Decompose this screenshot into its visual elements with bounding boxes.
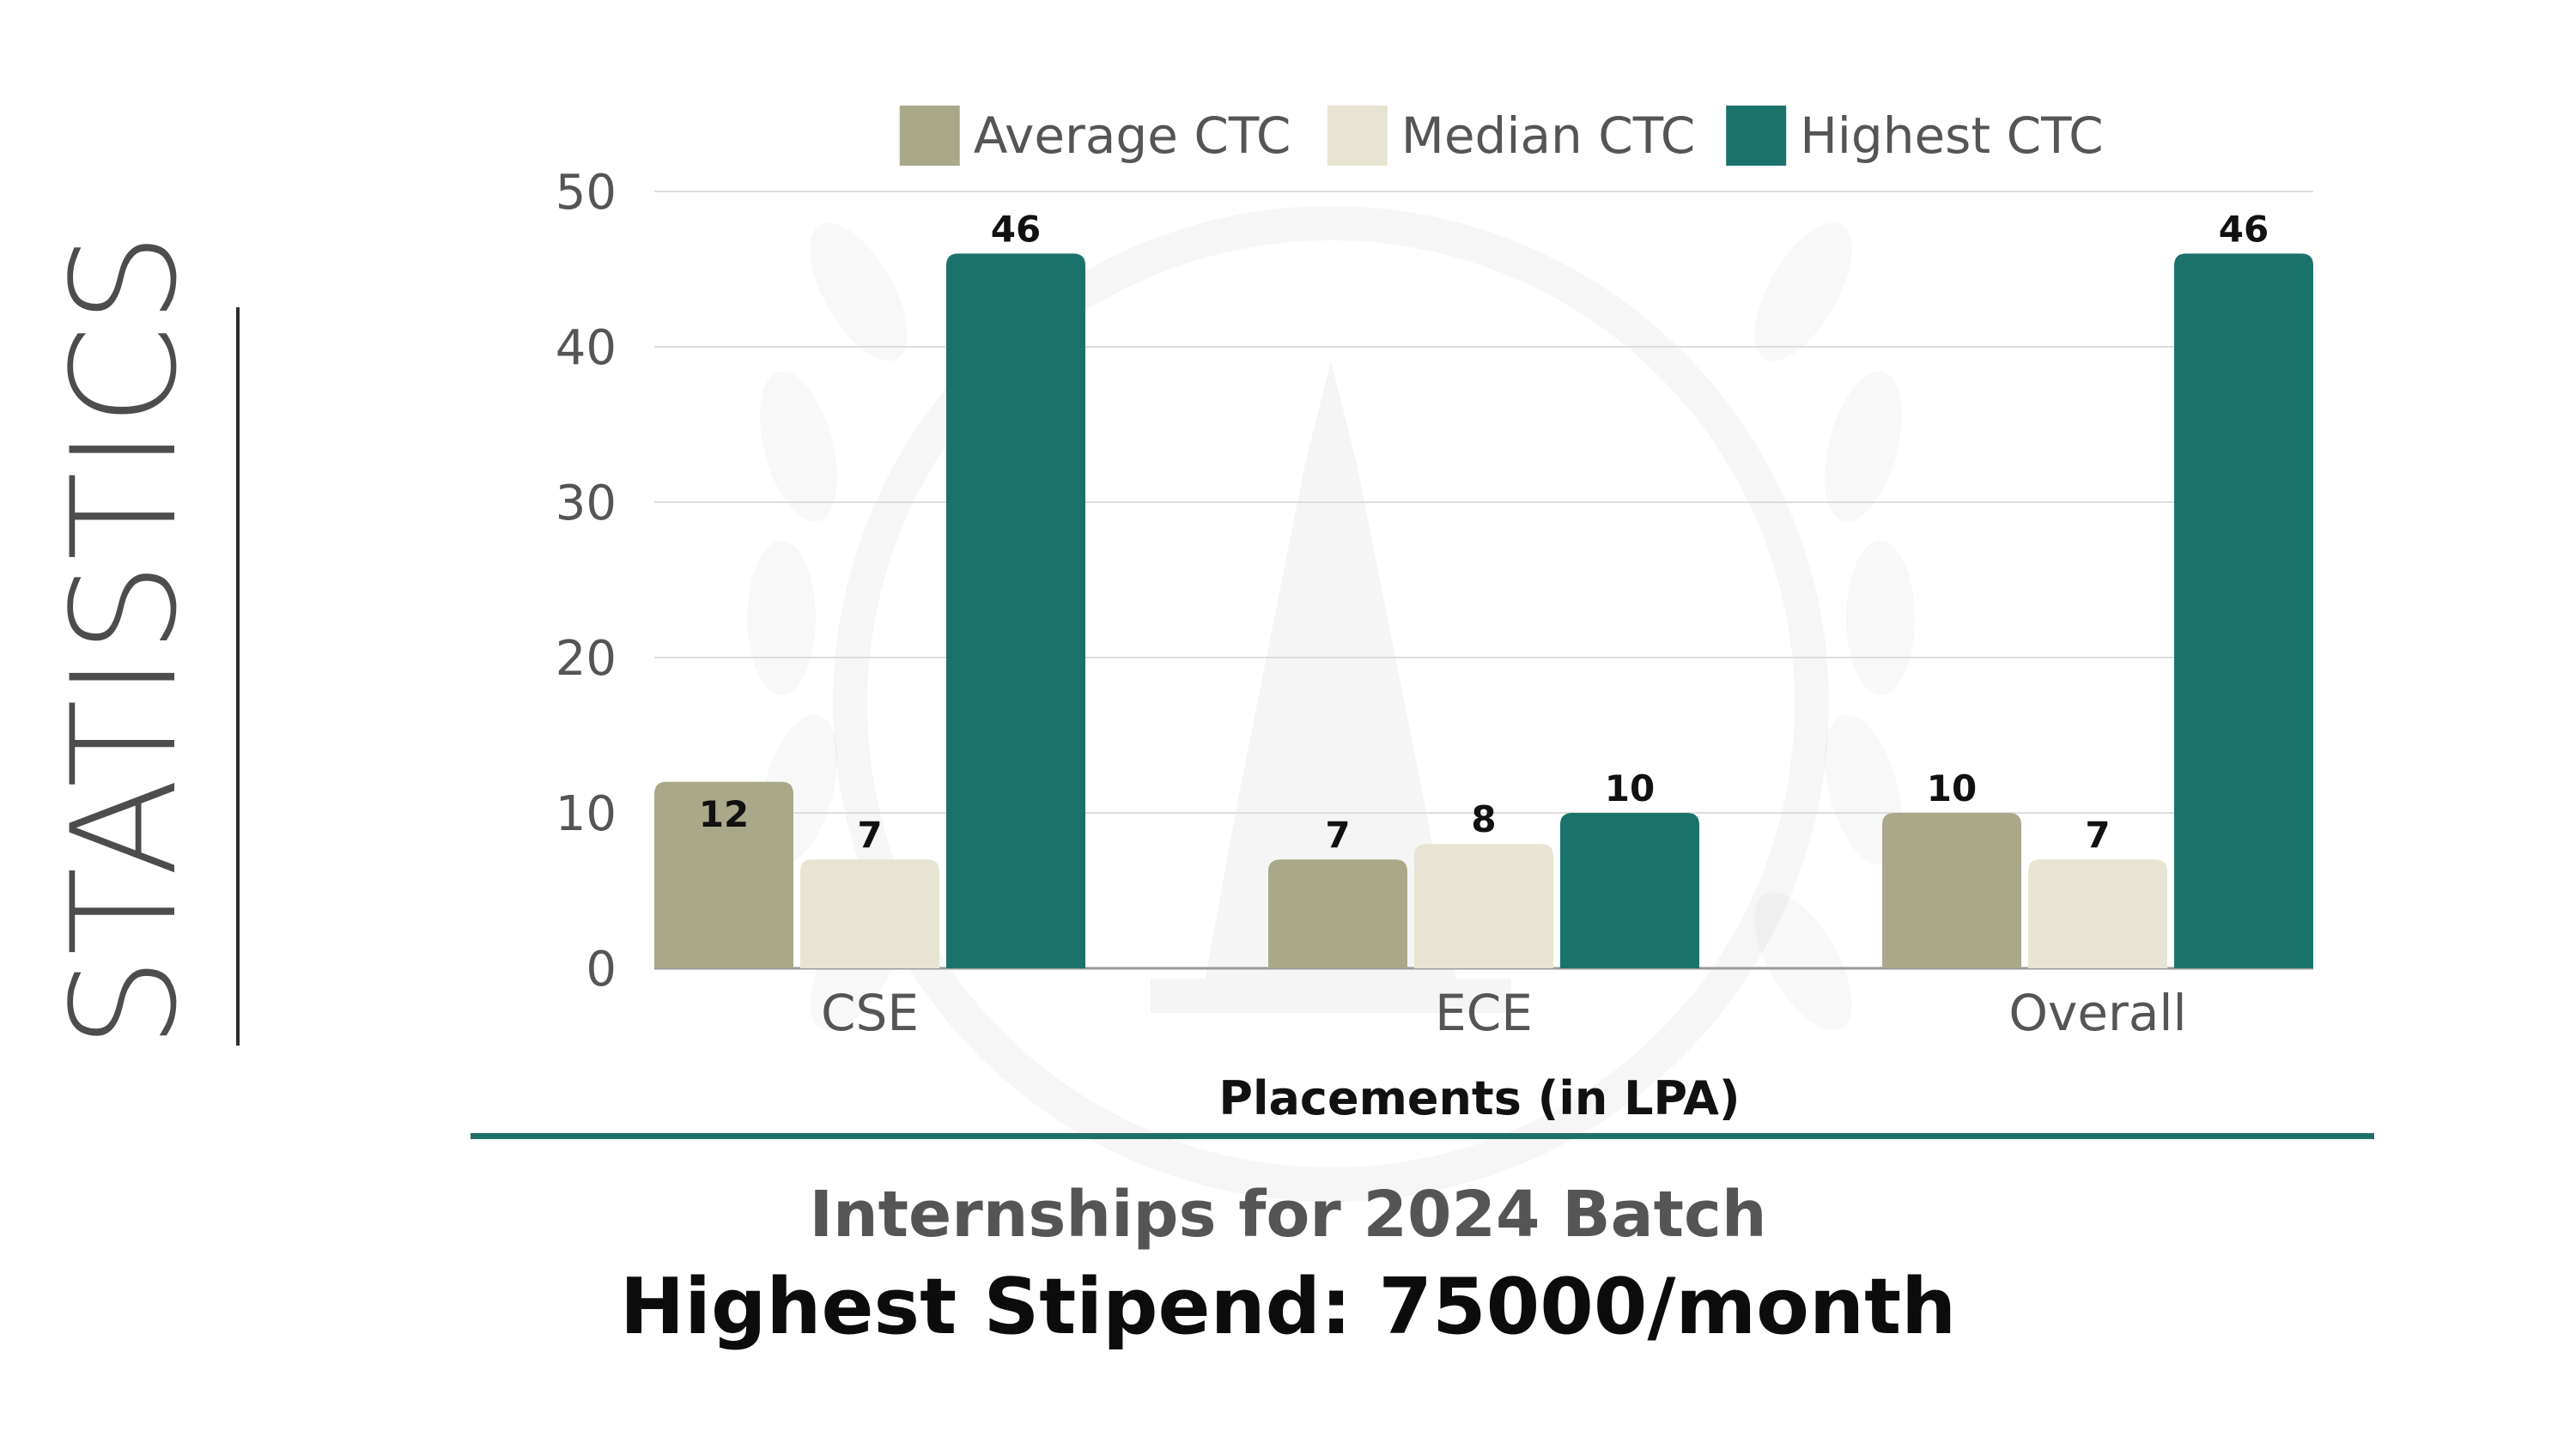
data-label: 8 — [1471, 798, 1496, 840]
legend-swatch — [899, 106, 960, 166]
data-label: 46 — [2219, 208, 2269, 250]
data-label: 7 — [857, 814, 882, 856]
x-tick-label: Overall — [2008, 984, 2186, 1042]
x-tick-label: ECE — [1435, 984, 1533, 1042]
data-label: 7 — [2085, 814, 2110, 856]
y-tick-label: 0 — [586, 942, 617, 997]
bar — [946, 253, 1085, 968]
bar — [1882, 813, 2021, 968]
bar — [800, 859, 939, 968]
y-tick-label: 30 — [556, 476, 617, 531]
data-label: 7 — [1325, 814, 1350, 856]
bar — [1414, 844, 1553, 968]
legend-swatch — [1726, 106, 1787, 166]
legend-label: Highest CTC — [1800, 106, 2103, 165]
side-rule — [236, 307, 240, 1046]
data-label: 10 — [1605, 767, 1655, 809]
legend-swatch — [1327, 106, 1388, 166]
section-divider — [471, 1133, 2374, 1139]
x-tick-label: CSE — [821, 984, 919, 1042]
bar — [654, 781, 793, 968]
legend-label: Average CTC — [974, 106, 1291, 165]
x-axis-title: Placements (in LPA) — [1218, 1071, 1740, 1125]
highest-stipend: Highest Stipend: 75000/month — [619, 1262, 1957, 1352]
data-label: 12 — [699, 793, 749, 835]
y-tick-label: 40 — [556, 320, 617, 376]
bar — [1560, 813, 1699, 968]
y-tick-label: 10 — [556, 786, 617, 842]
legend-label: Median CTC — [1401, 106, 1695, 165]
bar — [2174, 253, 2313, 968]
y-tick-label: 50 — [556, 165, 617, 221]
placements-chart: 0 10 20 30 40 50 12 7 46 CSE 7 8 10 ECE 10 7 46 Overall Pl… — [556, 106, 2313, 1125]
data-label: 46 — [991, 208, 1041, 250]
data-label: 10 — [1927, 767, 1977, 809]
bar — [1268, 859, 1407, 968]
internships-heading: Internships for 2024 Batch — [809, 1178, 1767, 1252]
y-tick-label: 20 — [556, 631, 617, 687]
bar — [2028, 859, 2167, 968]
